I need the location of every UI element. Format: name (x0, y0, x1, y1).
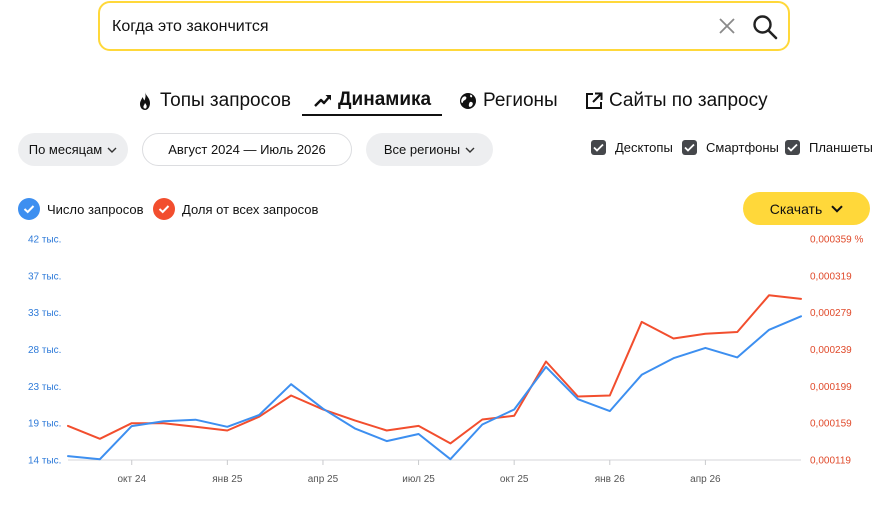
tab-label: Регионы (483, 90, 558, 111)
tab-top-queries[interactable]: Топы запросов (135, 86, 291, 116)
globe-icon (460, 93, 476, 109)
external-link-icon (586, 92, 603, 109)
checkbox-label: Смартфоны (706, 140, 779, 155)
checkbox-label: Десктопы (615, 140, 673, 155)
clear-icon[interactable] (717, 15, 737, 37)
y-left-tick-label: 19 тыс. (28, 418, 61, 429)
series-line-share[interactable] (67, 294, 802, 445)
tab-regions[interactable]: Регионы (458, 86, 558, 116)
checkbox-checked-icon[interactable] (785, 140, 800, 155)
search-icon[interactable] (752, 14, 778, 40)
tab-dynamics[interactable]: Динамика (302, 86, 443, 116)
tab-sites[interactable]: Сайты по запросу (584, 86, 768, 116)
trend-icon (314, 95, 331, 107)
checkbox-label: Планшеты (809, 140, 873, 155)
y-left-tick-label: 23 тыс. (28, 382, 61, 393)
download-button[interactable]: Скачать (743, 192, 870, 225)
tab-label: Сайты по запросу (609, 90, 768, 111)
x-tick-label: окт 24 (117, 474, 146, 485)
dynamics-chart: 14 тыс. 19 тыс. 23 тыс. 28 тыс. 33 тыс. 37 ты… (28, 235, 863, 486)
x-tick-label: янв 26 (595, 474, 626, 485)
date-range-label: Август 2024 — Июль 2026 (168, 142, 326, 157)
checkbox-checked-icon[interactable] (682, 140, 697, 155)
checkbox-desktops[interactable]: Десктопы (591, 140, 673, 155)
period-select[interactable]: По месяцам (18, 133, 128, 166)
y-left-tick-label: 33 тыс. (28, 308, 61, 319)
y-left-tick-label: 42 тыс. (28, 235, 61, 246)
y-right-tick-label: 0,000159 (810, 419, 852, 430)
chevron-down-icon (465, 147, 475, 153)
legend-item-share[interactable]: Доля от всех запросов (153, 198, 318, 220)
checkbox-smartphones[interactable]: Смартфоны (682, 140, 779, 155)
legend-label: Доля от всех запросов (182, 201, 319, 217)
legend-check-icon[interactable] (18, 198, 40, 220)
x-tick-label: апр 25 (308, 474, 339, 485)
region-select-label: Все регионы (383, 142, 461, 157)
y-right-tick-label: 0,000359 % (810, 235, 863, 246)
series-line-query-count[interactable] (67, 315, 802, 461)
fire-icon (140, 92, 150, 110)
period-select-label: По месяцам (28, 142, 103, 157)
x-tick-label: апр 26 (690, 474, 721, 485)
y-right-tick-label: 0,000199 (810, 382, 852, 393)
y-right-tick-label: 0,000279 (810, 308, 852, 319)
x-tick-label: янв 25 (212, 474, 243, 485)
y-left-tick-label: 28 тыс. (28, 345, 61, 356)
download-button-label: Скачать (769, 200, 823, 217)
y-left-tick-label: 14 тыс. (28, 456, 61, 467)
checkbox-checked-icon[interactable] (591, 140, 606, 155)
legend-check-icon[interactable] (153, 198, 175, 220)
y-right-tick-label: 0,000319 (810, 271, 852, 282)
y-left-tick-label: 37 тыс. (28, 272, 61, 283)
legend-item-query-count[interactable]: Число запросов (18, 198, 143, 220)
checkbox-tablets[interactable]: Планшеты (785, 140, 873, 155)
date-range-picker[interactable]: Август 2024 — Июль 2026 (142, 133, 352, 166)
search-input[interactable]: Когда это закончится (112, 18, 269, 35)
region-select[interactable]: Все регионы (366, 133, 493, 166)
x-tick-label: окт 25 (500, 474, 529, 485)
tab-label: Топы запросов (160, 90, 291, 111)
y-right-tick-label: 0,000119 (810, 456, 851, 467)
report-tabs: Топы запросов Динамика Регионы Сайты по … (0, 86, 888, 118)
chevron-down-icon (831, 204, 843, 213)
legend-label: Число запросов (47, 201, 144, 217)
chevron-down-icon (107, 147, 117, 153)
y-right-tick-label: 0,000239 (810, 345, 852, 356)
search-box[interactable]: Когда это закончится (98, 1, 790, 51)
tab-label: Динамика (338, 89, 432, 110)
x-tick-label: июл 25 (402, 474, 435, 485)
